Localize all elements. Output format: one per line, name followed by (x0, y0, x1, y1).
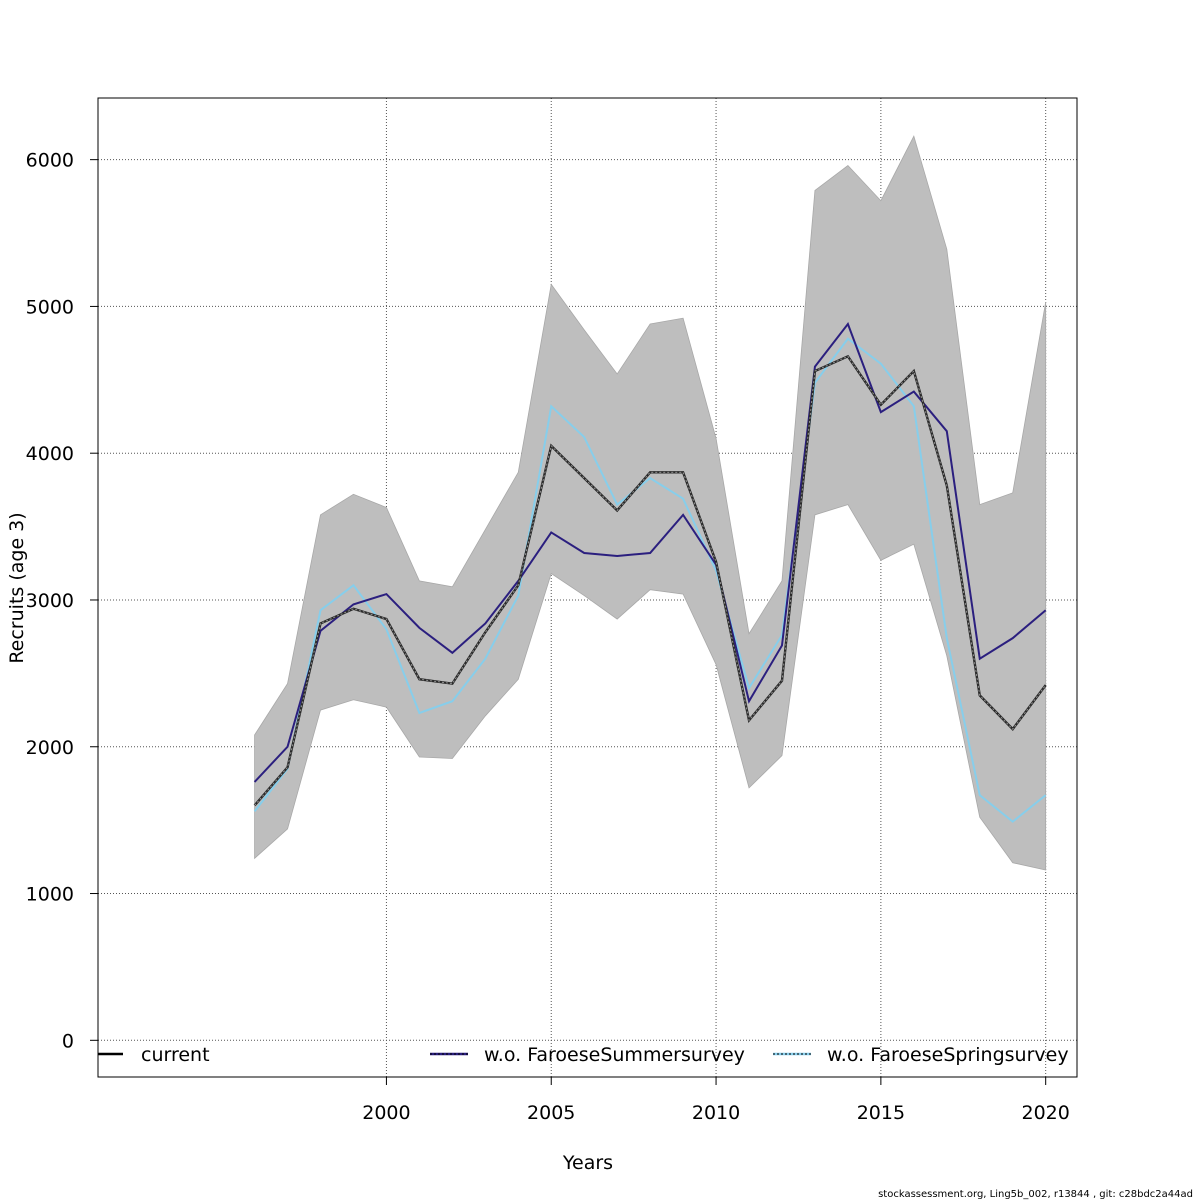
legend-label-current: current (141, 1044, 210, 1066)
y-tick-label: 3000 (26, 590, 74, 612)
x-tick-label: 2015 (857, 1102, 905, 1124)
confidence-band-layer (254, 135, 1047, 871)
x-tick-label: 2010 (692, 1102, 740, 1124)
y-tick-label: 2000 (26, 737, 74, 759)
confidence-band (254, 135, 1047, 871)
y-tick-label: 0 (62, 1030, 74, 1052)
x-axis-title: Years (562, 1152, 613, 1174)
series-lines-layer (253, 322, 1047, 823)
legend-label-spring: w.o. FaroeseSpringsurvey (827, 1044, 1069, 1066)
y-tick-label: 6000 (26, 150, 74, 172)
y-axis: 0 1000 2000 3000 4000 5000 6000 (26, 150, 98, 1052)
x-tick-label: 2005 (527, 1102, 575, 1124)
series-line-summer (253, 322, 1047, 783)
y-tick-label: 4000 (26, 443, 74, 465)
legend-label-summer: w.o. FaroeseSummersurvey (484, 1044, 745, 1066)
x-axis: 2000 2005 2010 2015 2020 (362, 1077, 1070, 1124)
footer-note: stockassessment.org, Ling5b_002, r13844 … (878, 1189, 1193, 1200)
y-axis-title: Recruits (age 3) (6, 512, 28, 663)
legend: current w.o. FaroeseSummersurvey w.o. Faro… (98, 1044, 1069, 1066)
series-line-current-dash (254, 355, 1047, 806)
series-line-spring (253, 337, 1047, 823)
y-tick-label: 1000 (26, 884, 74, 906)
x-tick-label: 2000 (362, 1102, 410, 1124)
x-tick-label: 2020 (1022, 1102, 1070, 1124)
plot-frame (97, 97, 1078, 1078)
y-tick-label: 5000 (26, 296, 74, 318)
